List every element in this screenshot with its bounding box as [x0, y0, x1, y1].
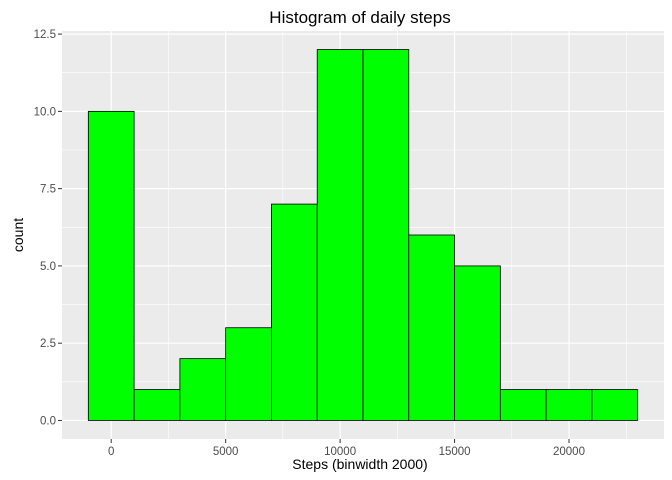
x-tick-label: 20000 — [553, 446, 585, 458]
x-tick-label: 0 — [108, 446, 114, 458]
y-tick-label: 0.0 — [40, 415, 56, 427]
histogram-bar — [179, 358, 227, 421]
y-tick-label: 7.5 — [40, 184, 56, 196]
y-tick-label: 5.0 — [40, 261, 56, 273]
y-tick-label: 12.5 — [34, 29, 56, 41]
x-tick-label: 5000 — [213, 446, 239, 458]
histogram-bar — [499, 389, 547, 421]
histogram-bar — [591, 389, 639, 421]
histogram-bar — [316, 49, 364, 421]
x-tick-label: 10000 — [324, 446, 356, 458]
histogram-bar — [225, 327, 272, 421]
y-tick-label: 2.5 — [40, 338, 56, 350]
histogram-bar — [454, 265, 501, 421]
y-tick-label: 10.0 — [34, 106, 56, 118]
histogram-bar — [408, 234, 455, 421]
x-axis-title: Steps (binwidth 2000) — [292, 456, 427, 472]
x-tick-label: 15000 — [439, 446, 471, 458]
y-axis-title: count — [10, 218, 26, 252]
histogram-bar — [87, 110, 135, 421]
x-axis-ticks: 0 5000 10000 15000 20000 — [108, 439, 585, 458]
chart-title: Histogram of daily steps — [269, 8, 450, 27]
histogram-bar — [271, 203, 318, 421]
histogram-bar — [362, 49, 410, 421]
histogram-bars — [87, 49, 639, 421]
histogram-bar — [133, 389, 181, 421]
histogram-bar — [545, 389, 593, 421]
y-axis-ticks: 0.0 2.5 5.0 7.5 10.0 12.5 — [34, 29, 62, 427]
